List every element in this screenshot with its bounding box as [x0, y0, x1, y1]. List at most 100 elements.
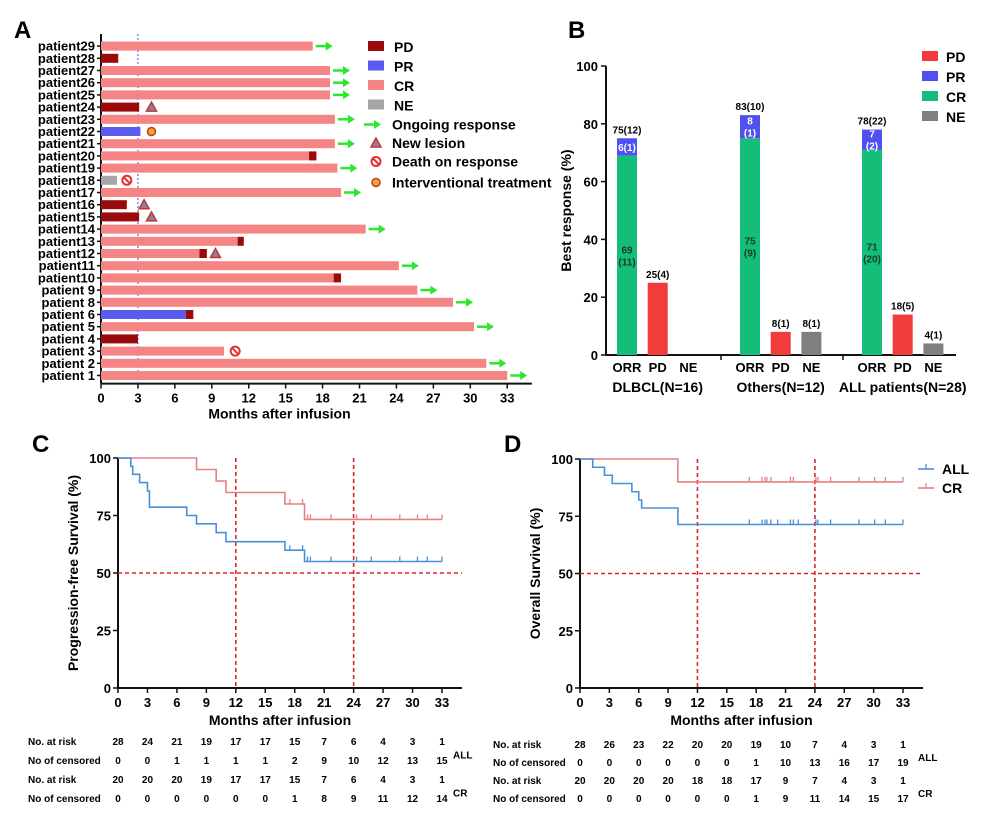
bar-inner-label: 8 — [747, 117, 753, 128]
bar-segment-cr — [101, 224, 366, 234]
risk-group-label: ALL — [918, 753, 937, 764]
category-label: ORR — [736, 360, 766, 375]
x-tick-label: 9 — [664, 695, 671, 710]
bar-inner-label: 6(1) — [618, 143, 636, 154]
patient-label: patient21 — [38, 136, 95, 151]
risk-value: 19 — [751, 740, 763, 751]
bar-inner-label: (1) — [744, 129, 756, 140]
bar-cr — [617, 155, 637, 355]
bar-segment-cr — [101, 188, 342, 197]
y-tick-label: 100 — [551, 452, 573, 467]
patient-row: patient10 — [38, 270, 342, 285]
bar-segment-cr — [101, 297, 454, 307]
legend-swatch — [368, 60, 384, 71]
bar-total-label: 8(1) — [803, 319, 821, 330]
risk-value: 1 — [262, 756, 268, 767]
risk-value: 3 — [871, 740, 877, 751]
x-tick-label: 21 — [778, 695, 792, 710]
patient-row: patient12 — [38, 246, 222, 261]
risk-value: 10 — [780, 740, 792, 751]
risk-value: 18 — [692, 776, 704, 787]
bar-total-label: 75(12) — [613, 125, 642, 136]
patient-row: patient20 — [38, 148, 317, 163]
bar-segment-pd — [333, 273, 342, 283]
risk-value: 20 — [663, 776, 675, 787]
y-tick-label: 75 — [97, 509, 111, 524]
km-curve-all — [580, 458, 903, 526]
bar-inner-label: 71 — [866, 242, 878, 253]
risk-value: 0 — [607, 758, 613, 769]
legend-swatch — [368, 99, 384, 110]
risk-value: 0 — [724, 758, 730, 769]
y-tick-label: 75 — [559, 509, 573, 524]
risk-value: 19 — [897, 758, 909, 769]
x-axis-title: Months after infusion — [670, 712, 812, 728]
bar-segment-cr — [101, 322, 474, 332]
risk-value: 15 — [289, 737, 301, 748]
risk-value: 10 — [348, 756, 360, 767]
legend-item-cr: CR — [918, 480, 962, 496]
ongoing-arrow-head — [411, 261, 419, 271]
panel-a-swimmer-plot: A 0 3 6 9 12 15 18 21 24 27 30 33 Months after infusi… — [14, 17, 552, 422]
risk-value: 13 — [407, 756, 419, 767]
risk-table-row: No. at risk 20 20 20 20 18 18 17 9 7 4 3 1 — [493, 776, 906, 787]
interventional-treatment-icon — [146, 126, 157, 137]
risk-value: 16 — [839, 758, 851, 769]
patient-label: patient 5 — [42, 319, 95, 334]
risk-table-row: No of censored 0 0 0 0 0 0 1 10 13 16 17 19 — [493, 758, 909, 769]
ongoing-arrow-head — [499, 358, 507, 368]
bar-segment-pd — [237, 236, 244, 246]
bar-total-label: 78(22) — [858, 117, 887, 128]
patient-label: patient11 — [39, 258, 95, 273]
panel-label: D — [504, 431, 521, 458]
patient-row: patient 8 — [42, 295, 474, 310]
legend-item-pr: PR — [922, 69, 965, 85]
risk-value: 15 — [436, 756, 448, 767]
risk-value: 20 — [574, 776, 586, 787]
bar-group: 69(11) 6(1) 75(12) ORR 25(4) PD NE DLBCL(N=16) — [612, 125, 703, 395]
risk-value: 1 — [204, 756, 210, 767]
risk-value: 7 — [321, 737, 327, 748]
x-tick-label: 12 — [690, 695, 704, 710]
legend-swatch — [922, 91, 938, 101]
risk-value: 1 — [292, 794, 298, 805]
patient-label: patient22 — [38, 124, 95, 139]
bar-segment-pd — [101, 212, 140, 222]
category-label: NE — [924, 360, 942, 375]
death-icon-slash — [372, 157, 380, 166]
bar-segment-cr — [101, 41, 313, 51]
bar-segment-pd — [199, 249, 207, 258]
risk-value: 14 — [839, 794, 851, 805]
bar-inner-label: 69 — [621, 245, 633, 256]
bar-inner-label: 75 — [744, 237, 756, 248]
bar-group: 75(9) 8(1) 83(10) ORR 8(1) PD 8(1) NE Others(N=1… — [720, 102, 825, 395]
risk-value: 1 — [233, 756, 239, 767]
risk-value: 2 — [292, 756, 298, 767]
x-tick-label: 3 — [606, 695, 613, 710]
bar-inner-label: (20) — [863, 254, 881, 265]
risk-value: 1 — [753, 794, 759, 805]
x-tick-label: 12 — [241, 391, 255, 406]
category-label: PD — [894, 360, 912, 375]
patient-row: patient 9 — [42, 283, 438, 298]
category-label: ORR — [858, 360, 888, 375]
legend-item-ne: NE — [922, 109, 965, 125]
patient-label: patient 8 — [42, 295, 95, 310]
ongoing-arrow-head — [520, 371, 528, 380]
bar-segment-pd — [101, 53, 119, 63]
ongoing-arrow-head — [342, 78, 350, 88]
legend-label: ALL — [942, 461, 970, 477]
patient-row: patient21 — [38, 136, 355, 151]
death-icon-slash — [231, 347, 239, 355]
y-tick-label: 20 — [584, 290, 598, 305]
legend-label: PD — [946, 49, 965, 65]
bar-ne — [923, 343, 944, 355]
bar-segment-cr — [101, 261, 399, 271]
risk-row-label: No of censored — [28, 756, 101, 767]
x-axis-title: Months after infusion — [209, 712, 351, 728]
risk-value: 20 — [692, 740, 704, 751]
risk-value: 4 — [380, 737, 386, 748]
x-tick-label: 30 — [463, 391, 477, 406]
risk-value: 19 — [201, 775, 213, 786]
legend-label: PD — [394, 39, 413, 55]
